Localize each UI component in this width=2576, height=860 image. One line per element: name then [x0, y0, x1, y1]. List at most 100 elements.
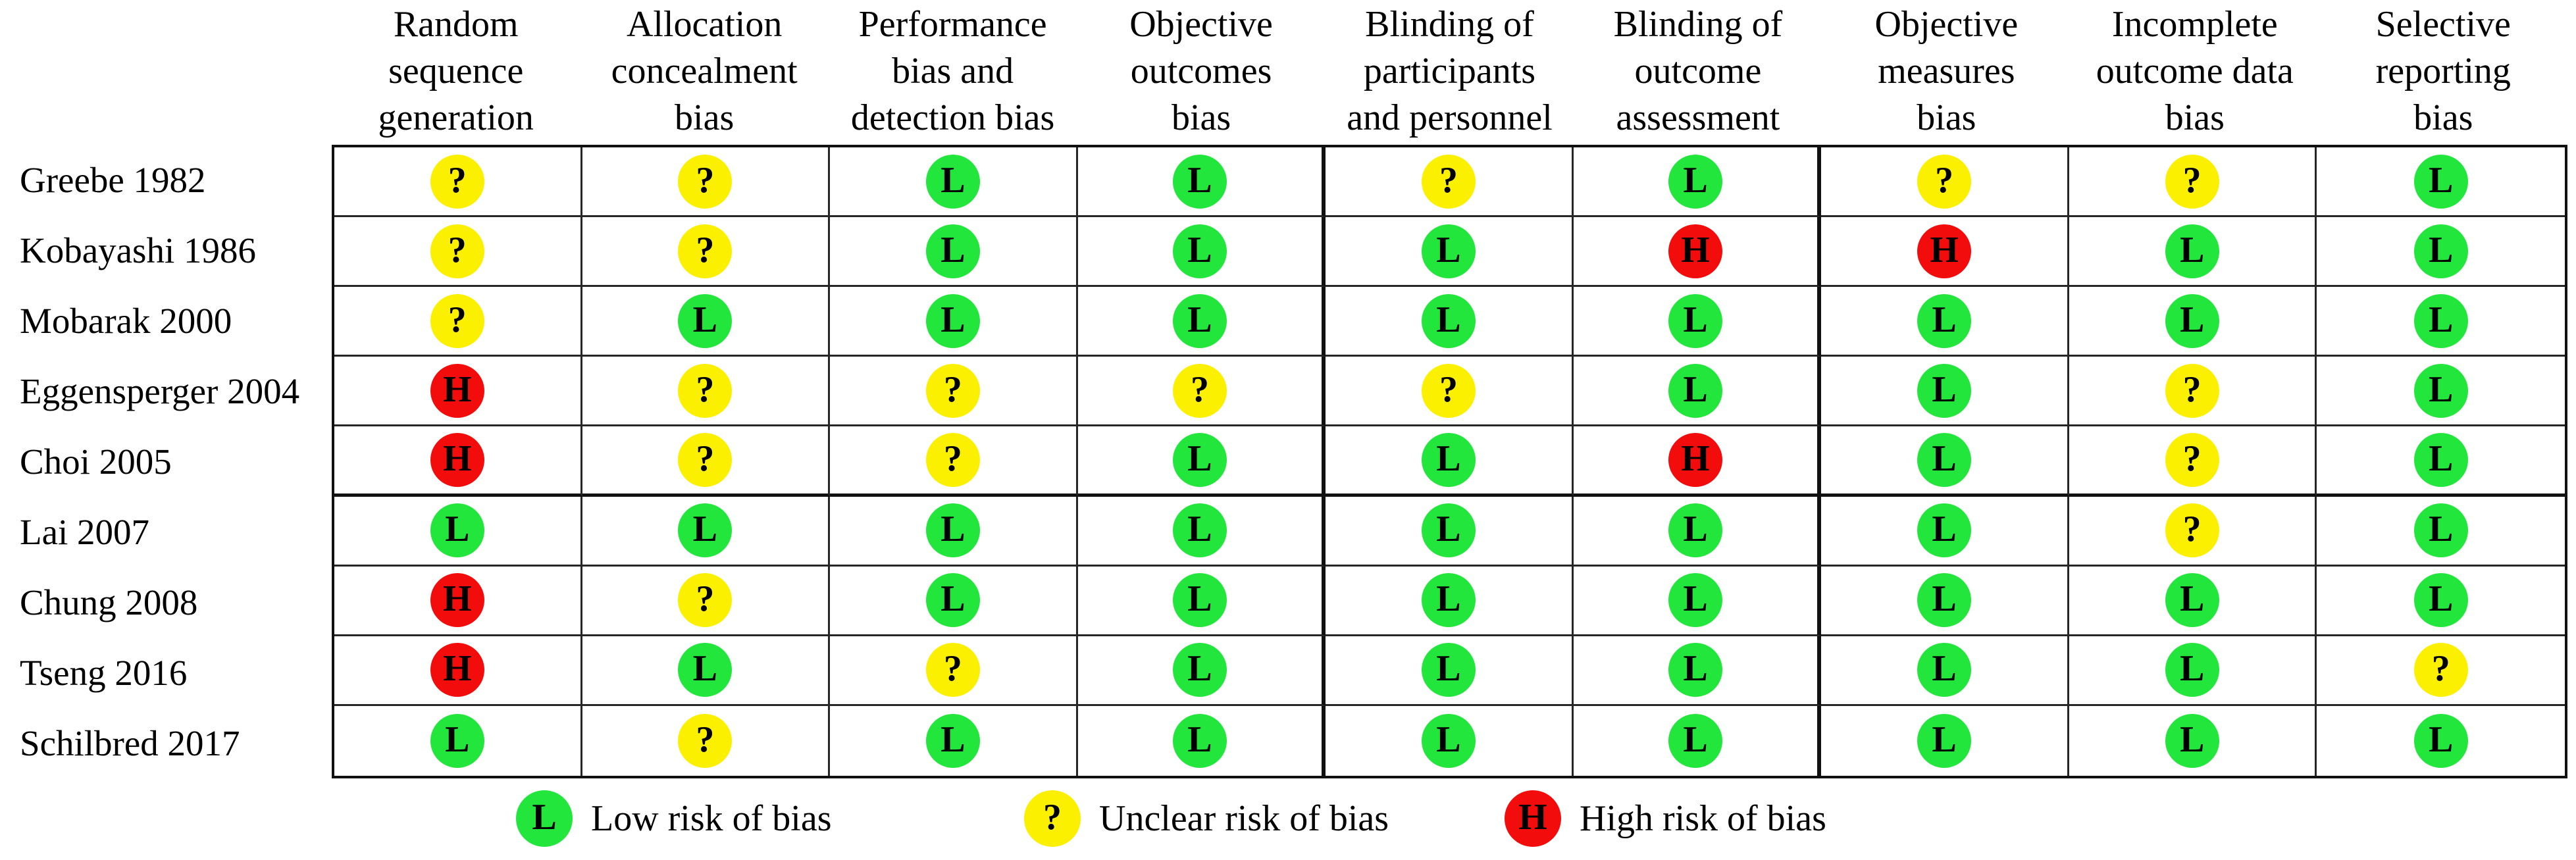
- low-risk-icon: L: [1917, 643, 1972, 697]
- row-labels: Greebe 1982 Kobayashi 1986 Mobarak 2000 Egg…: [0, 145, 332, 778]
- unclear-risk-icon: ?: [925, 643, 980, 697]
- risk-cell: H: [1821, 217, 2069, 288]
- unclear-risk-icon: ?: [1421, 154, 1476, 209]
- risk-cell: ?: [1326, 357, 1574, 427]
- risk-cell: ?: [2069, 357, 2317, 427]
- risk-cell: L: [1326, 426, 1574, 497]
- risk-cell: ?: [1077, 357, 1326, 427]
- risk-cell: H: [1573, 426, 1822, 497]
- risk-cell: L: [2069, 287, 2317, 357]
- risk-cell: L: [1821, 287, 2069, 357]
- column-header-line: Random: [393, 4, 519, 45]
- column-header-line: bias: [1171, 97, 1231, 138]
- low-risk-icon: L: [2165, 224, 2219, 278]
- legend-item-unclear: ? Unclear risk of bias: [1024, 790, 1389, 847]
- low-risk-icon: L: [925, 503, 980, 558]
- study-label: Schilbred 2017: [20, 723, 240, 763]
- risk-cell: L: [1573, 496, 1822, 567]
- column-header-line: bias and: [892, 51, 1014, 91]
- risk-cell: ?: [1821, 147, 2069, 218]
- low-risk-icon: L: [1421, 432, 1476, 487]
- low-risk-icon: L: [2165, 293, 2219, 348]
- unclear-risk-icon: ?: [1024, 790, 1081, 847]
- low-risk-icon: L: [925, 293, 980, 348]
- low-risk-icon: L: [2413, 293, 2468, 348]
- low-risk-icon: L: [1421, 643, 1476, 697]
- low-risk-icon: L: [1421, 224, 1476, 278]
- high-risk-icon: H: [1668, 224, 1723, 278]
- risk-cell: ?: [582, 217, 831, 288]
- risk-cell: L: [1077, 566, 1326, 636]
- column-header: Blinding of participants and personnel: [1326, 0, 1574, 145]
- low-risk-icon: L: [1917, 363, 1972, 418]
- unclear-risk-icon: ?: [430, 154, 484, 209]
- risk-cell: L: [582, 496, 831, 567]
- column-header-line: Incomplete: [2111, 4, 2278, 45]
- low-risk-icon: L: [1917, 503, 1972, 558]
- low-risk-icon: L: [2413, 154, 2468, 209]
- unclear-risk-icon: ?: [678, 713, 733, 768]
- column-header-line: concealment: [611, 51, 798, 91]
- unclear-risk-icon: ?: [678, 224, 733, 278]
- legend-label-unclear: Unclear risk of bias: [1099, 798, 1389, 839]
- risk-cell: H: [334, 357, 582, 427]
- risk-cell: L: [1821, 357, 2069, 427]
- column-header-line: generation: [378, 97, 534, 138]
- risk-cell: ?: [582, 147, 831, 218]
- low-risk-icon: L: [925, 224, 980, 278]
- high-risk-icon: H: [430, 643, 484, 697]
- risk-cell: L: [1078, 705, 1326, 776]
- low-risk-icon: L: [516, 790, 573, 847]
- risk-cell: L: [1326, 287, 1574, 357]
- low-risk-icon: L: [2413, 432, 2468, 487]
- column-header-line: detection bias: [850, 97, 1055, 138]
- risk-cell: ?: [830, 357, 1078, 427]
- risk-cell: L: [1077, 426, 1326, 497]
- high-risk-icon: H: [430, 573, 484, 628]
- low-risk-icon: L: [1172, 154, 1227, 209]
- risk-cell: ?: [1326, 147, 1574, 218]
- low-risk-icon: L: [925, 154, 980, 209]
- low-risk-icon: L: [2413, 224, 2468, 278]
- unclear-risk-icon: ?: [678, 432, 733, 487]
- risk-cell: ?: [582, 426, 831, 497]
- risk-cell: L: [334, 705, 582, 776]
- column-header-line: measures: [1878, 51, 2015, 91]
- low-risk-icon: L: [430, 503, 484, 558]
- risk-cell: L: [582, 287, 831, 357]
- risk-cell: L: [830, 217, 1078, 288]
- risk-cell: ?: [2069, 426, 2317, 497]
- legend: L Low risk of bias ? Unclear risk of bia…: [0, 778, 2576, 860]
- risk-cell: L: [1077, 217, 1326, 288]
- unclear-risk-icon: ?: [2165, 363, 2219, 418]
- risk-cell: L: [1326, 566, 1574, 636]
- judgement-grid: ?? L L? L?? L?? L L L H H L L? L L L L L L L L H???? L L? L H?? L…: [332, 145, 2567, 778]
- risk-cell: L: [2317, 217, 2565, 288]
- unclear-risk-icon: ?: [678, 363, 733, 418]
- risk-cell: L: [1573, 636, 1822, 706]
- low-risk-icon: L: [1668, 363, 1723, 418]
- column-headers: Random sequence generation Allocation concea…: [332, 0, 2567, 145]
- risk-cell: L: [2317, 706, 2565, 776]
- risk-cell: L: [2317, 567, 2565, 636]
- legend-item-high: H High risk of bias: [1505, 790, 1826, 847]
- unclear-risk-icon: ?: [678, 573, 733, 628]
- risk-cell: L: [830, 496, 1078, 567]
- risk-cell: L: [2317, 357, 2565, 427]
- column-header-line: and personnel: [1347, 97, 1553, 138]
- low-risk-icon: L: [2165, 713, 2219, 768]
- risk-cell: ?: [334, 287, 582, 357]
- column-header-line: Objective: [1874, 4, 2019, 45]
- risk-cell: L: [2069, 217, 2317, 288]
- risk-cell: L: [1573, 566, 1822, 636]
- low-risk-icon: L: [1421, 573, 1476, 628]
- risk-cell: ?: [830, 426, 1078, 497]
- study-label: Greebe 1982: [20, 160, 206, 200]
- risk-cell: L: [1326, 496, 1574, 567]
- low-risk-icon: L: [2165, 573, 2219, 628]
- risk-cell: ?: [830, 636, 1078, 706]
- column-header-line: bias: [1917, 97, 1976, 138]
- risk-cell: L: [1821, 636, 2069, 706]
- low-risk-icon: L: [2165, 643, 2219, 697]
